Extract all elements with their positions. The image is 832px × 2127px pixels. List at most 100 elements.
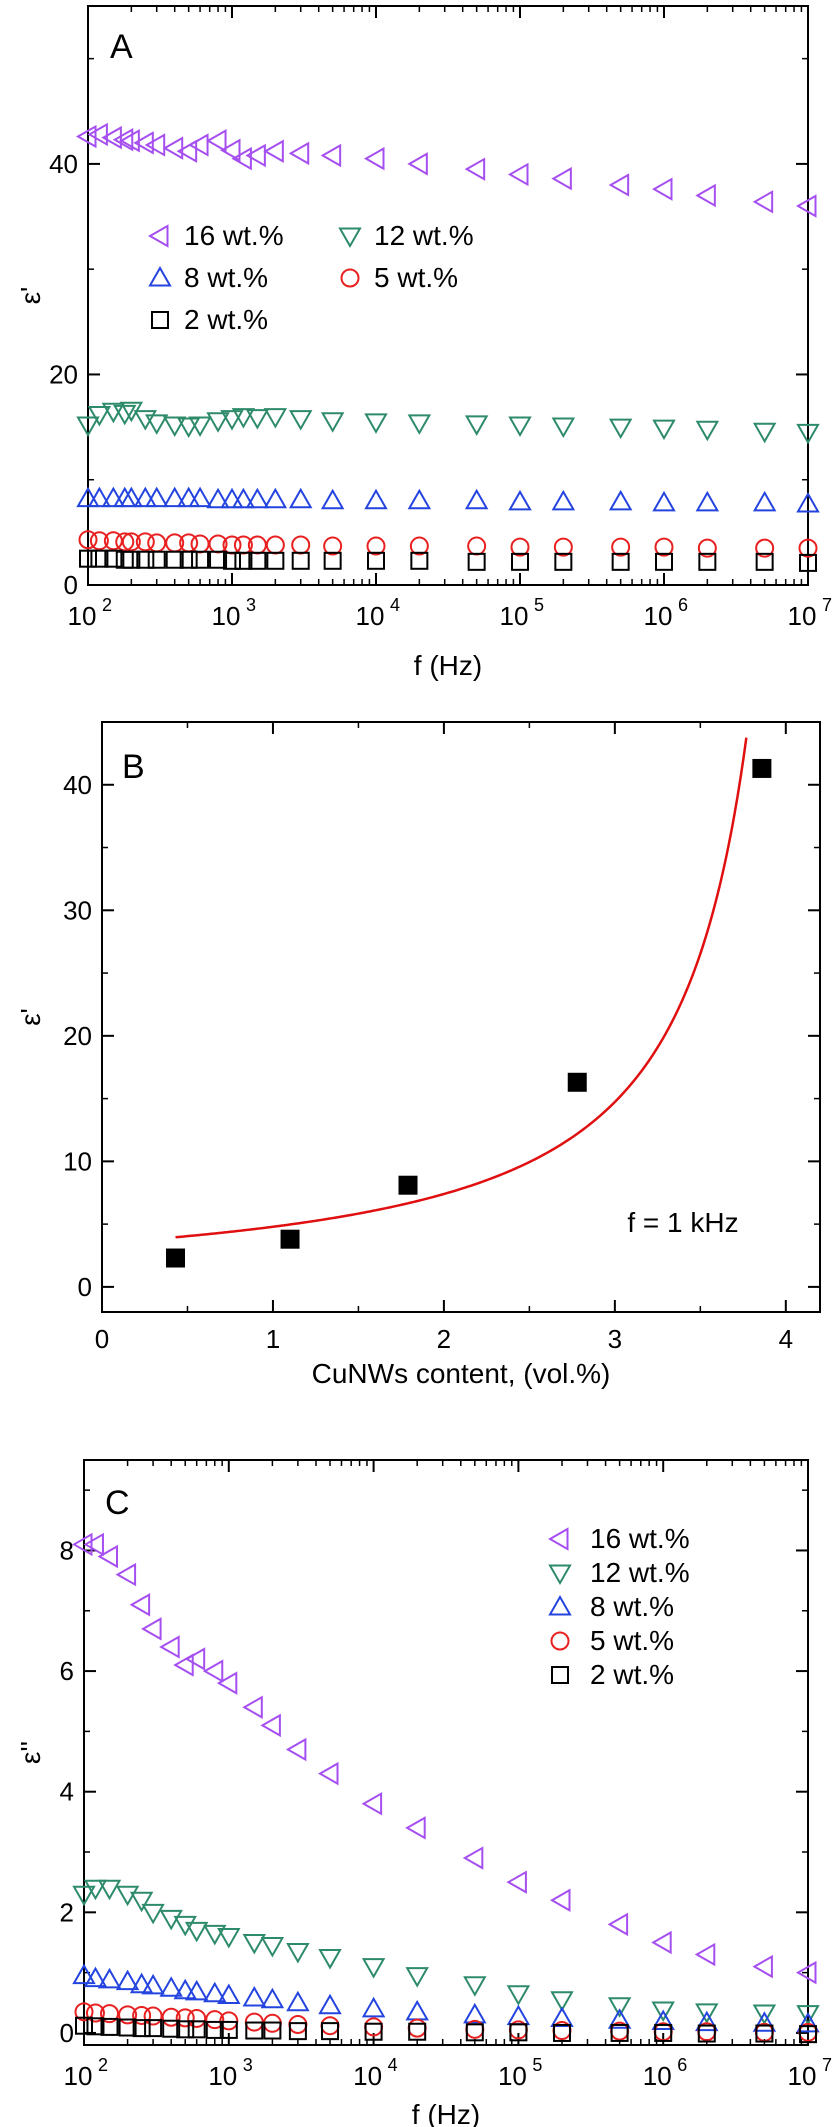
panel-c-label: C xyxy=(105,1484,130,1522)
panel-a-data-point xyxy=(467,552,486,571)
panel-c-data-point xyxy=(317,1761,339,1786)
panel-c-data-point xyxy=(115,1969,140,1991)
panel-a-data-point xyxy=(206,487,230,509)
panel-c-data-point xyxy=(550,1991,574,2012)
panel-c-legend-label: 16 wt.% xyxy=(590,1523,690,1554)
panel-c-data-point xyxy=(465,2023,484,2042)
panel-c-x-tick-label: 6 xyxy=(677,2055,687,2075)
panel-a-data-point xyxy=(133,131,154,155)
panel-a-data-point xyxy=(320,488,345,510)
panel-a-legend-marker xyxy=(340,268,360,288)
panel-c-data-point xyxy=(118,2005,138,2025)
panel-a-data-point xyxy=(366,536,386,556)
panel-a-legend: 16 wt.% 12 wt.% 8 wt.% 5 wt.% 2 wt.% xyxy=(147,220,474,335)
panel-a-data-point xyxy=(87,405,112,427)
panel-a-data-point xyxy=(798,538,818,558)
panel-a-data-point xyxy=(220,487,244,509)
panel-a-data-point xyxy=(78,530,98,550)
panel-a-data-point xyxy=(144,133,166,157)
panel-c-data-point xyxy=(795,1960,817,1985)
panel-a-data-point xyxy=(410,551,429,570)
panel-a-legend-marker xyxy=(148,265,172,287)
panel-a-legend-marker xyxy=(338,227,362,249)
panel-c-data-point xyxy=(203,1924,227,1946)
panel-b-annotation: f = 1 kHz xyxy=(627,1207,738,1238)
panel-a-data-point xyxy=(231,487,256,509)
panel-a-data-point xyxy=(223,551,241,570)
panel-a-data-point xyxy=(611,552,630,571)
panel-c-data-point xyxy=(86,2017,105,2036)
panel-a-x-tick-label: 2 xyxy=(102,595,112,615)
panel-c-legend-label: 8 wt.% xyxy=(590,1591,674,1622)
panel-a-data-point xyxy=(263,139,284,163)
panel-a-data-point xyxy=(608,489,633,511)
panel-c-data-point xyxy=(217,1983,241,2005)
panel-b-y-axis-label: ε' xyxy=(15,1008,46,1026)
panel-a-data-point xyxy=(90,549,109,568)
panel-a-data-point xyxy=(147,550,166,569)
panel-a-data-point xyxy=(697,538,717,558)
panel-c-legend-marker xyxy=(548,1564,572,1586)
panel-c-y-tick-label: 2 xyxy=(60,1897,74,1927)
panel-c-data-point xyxy=(132,2005,152,2025)
panel-c-x-tick-label: 10 xyxy=(788,2061,817,2091)
panel-a-data-point xyxy=(245,487,270,509)
panel-a-data-point xyxy=(135,532,155,552)
panel-a-data-point xyxy=(464,488,489,510)
panel-a-series-8wt xyxy=(76,486,820,513)
panel-a-data-point xyxy=(508,489,532,511)
panel-a-data-point xyxy=(464,415,489,436)
panel-a-data-point xyxy=(206,412,230,433)
panel-c-legend-marker xyxy=(547,1527,569,1551)
panel-b-x-axis-label: CuNWs content, (vol.%) xyxy=(312,1358,611,1389)
panel-c-data-point xyxy=(184,1647,206,1671)
panel-a-data-point xyxy=(266,551,285,570)
panel-c-data-point xyxy=(506,1985,531,2006)
panel-a-data-point xyxy=(263,408,288,429)
panel-a-data-point xyxy=(508,416,532,438)
panel-c-data-point xyxy=(97,1544,118,1569)
panel-a-data-point xyxy=(323,551,342,570)
panel-c-data-point xyxy=(755,2024,774,2043)
panel-a-data-point xyxy=(799,553,817,572)
panel-c-data-point xyxy=(651,1930,672,1955)
panel-c-data-point xyxy=(462,1846,484,1870)
panel-c-data-point xyxy=(463,1976,487,1997)
panel-c-data-point xyxy=(405,1967,429,1988)
panel-a-y-tick-label: 0 xyxy=(64,570,78,600)
panel-a-data-point xyxy=(206,129,227,153)
panel-c-data-point xyxy=(651,2009,675,2030)
panel-c-data-point xyxy=(361,1996,386,2018)
panel-a-data-point xyxy=(101,486,126,508)
panel-a-data-point xyxy=(320,412,345,433)
panel-c-x-tick-label: 10 xyxy=(643,2061,672,2091)
panel-a-data-point xyxy=(87,486,112,508)
panel-a-data-point xyxy=(288,487,313,509)
panel-a-data-point xyxy=(245,143,266,168)
panel-a-data-point xyxy=(407,414,432,435)
panel-b-label: B xyxy=(122,748,145,786)
panel-c-data-point xyxy=(506,1870,527,1894)
panel-a-data-point xyxy=(755,538,775,558)
panel-c-data-point xyxy=(321,2022,340,2041)
panel-c-data-point xyxy=(205,2010,225,2030)
panel-c-data-point xyxy=(242,1985,267,2007)
panel-a-data-point xyxy=(608,173,630,197)
panel-c-data-point xyxy=(115,1562,137,1587)
panel-a-data-point xyxy=(220,410,244,431)
panel-a-data-point xyxy=(263,487,288,509)
panel-c-data-point xyxy=(263,2021,282,2040)
panel-c-data-point xyxy=(202,1659,224,1683)
panel-c-data-point xyxy=(71,1532,93,1557)
panel-a-series-12wt xyxy=(76,401,820,445)
panel-c-x-tick-label: 10 xyxy=(498,2061,527,2091)
panel-c-data-point xyxy=(695,2003,719,2024)
panel-c-series-16wt xyxy=(71,1532,817,1985)
panel-a-x-tick-label: 10 xyxy=(356,601,385,631)
panel-a-data-point xyxy=(553,537,573,557)
panel-c-y-tick-label: 0 xyxy=(60,2018,74,2048)
panel-c-data-point xyxy=(74,2002,94,2022)
panel-a-data-point xyxy=(651,177,673,201)
panel-c-data-point xyxy=(216,1671,238,1695)
panel-c-legend-label: 2 wt.% xyxy=(590,1659,674,1690)
